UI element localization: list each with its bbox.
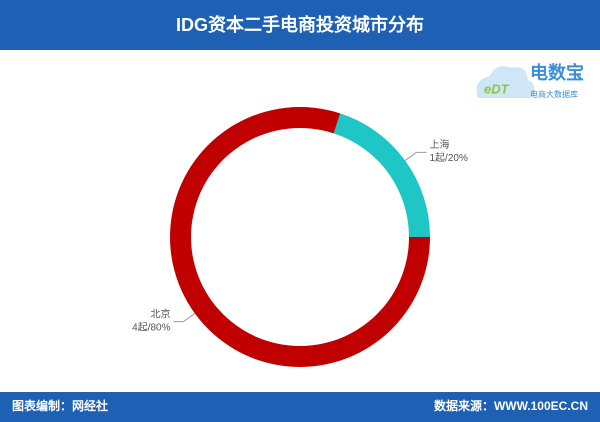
logo-name: 电数宝 [530, 62, 584, 83]
header-bar [0, 0, 600, 50]
leader-line [173, 313, 196, 323]
logo: eDT 电数宝 电商大数据库 [476, 62, 584, 99]
footer-bar [0, 392, 600, 422]
footer-left: 图表编制：网经社 [12, 398, 108, 413]
leader-line [404, 151, 427, 161]
logo-tagline: 电商大数据库 [530, 89, 578, 99]
slice-label: 北京 [151, 307, 171, 320]
logo-mark: eDT [484, 81, 510, 96]
slice-label: 上海 [429, 138, 449, 151]
logo-cloud [476, 66, 535, 98]
donut-slice [333, 113, 430, 237]
footer-right: 数据来源：WWW.100EC.CN [434, 398, 588, 413]
value-label: 1起/20% [429, 152, 467, 164]
chart-title: IDG资本二手电商投资城市分布 [176, 14, 424, 35]
value-label: 4起/80% [132, 321, 170, 333]
